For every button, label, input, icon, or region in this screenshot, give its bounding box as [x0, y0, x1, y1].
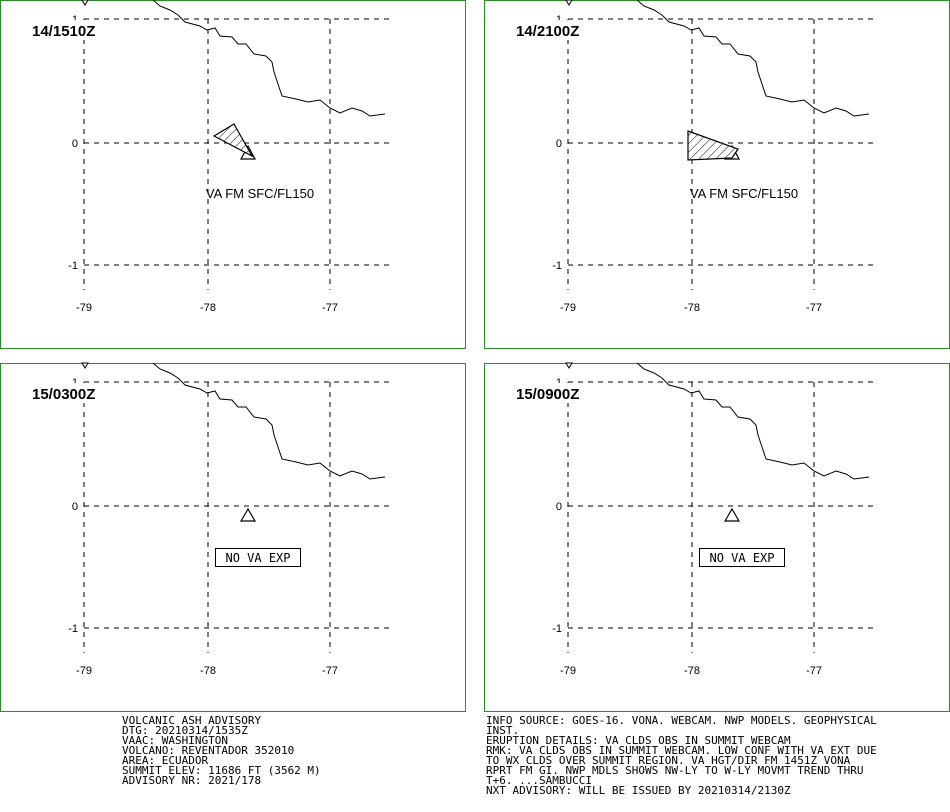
lon-tick-label: -78 [684, 302, 700, 314]
no-va-box [699, 548, 785, 567]
border-marker-icon [81, 0, 89, 6]
lon-tick-label: -79 [76, 665, 92, 677]
coastline [152, 362, 386, 480]
lon-tick-label: -78 [200, 302, 216, 314]
panel-frame [0, 363, 466, 712]
lon-tick-label: -78 [684, 665, 700, 677]
panel-title-background [28, 383, 110, 403]
ash-altitude-label: VA FM SFC/FL150 [206, 186, 314, 201]
advisory-remarks-text: INFO SOURCE: GOES-16. VONA. WEBCAM. NWP … [486, 714, 877, 797]
lon-tick-label: -79 [560, 665, 576, 677]
border-marker-icon [81, 362, 89, 369]
lat-tick-label: 0 [556, 501, 562, 513]
panel-title: 15/0300Z [32, 386, 95, 403]
no-va-label: NO VA EXP [709, 551, 774, 565]
lat-tick-label: 0 [556, 138, 562, 150]
volcano-icon [723, 507, 741, 522]
panel-title-background [512, 383, 594, 403]
no-va-box [215, 548, 301, 567]
volcano-icon [239, 507, 257, 522]
lat-tick-label: -1 [552, 623, 562, 635]
lat-tick-label: 0 [72, 138, 78, 150]
lon-tick-label: -77 [806, 302, 822, 314]
ash-cloud-area [212, 123, 254, 158]
ash-cloud-area [687, 130, 739, 161]
coastline [636, 362, 870, 480]
panel-title: 14/1510Z [32, 23, 95, 40]
lat-tick-label: 0 [72, 501, 78, 513]
lat-tick-label: -1 [68, 260, 78, 272]
panel-frame [484, 0, 950, 349]
lon-tick-label: -79 [560, 302, 576, 314]
advisory-header-text: VOLCANIC ASH ADVISORY DTG: 20210314/1535… [122, 714, 321, 787]
panel-frame [484, 363, 950, 712]
panel-title-background [512, 20, 594, 40]
lon-tick-label: -77 [322, 665, 338, 677]
border-marker-icon [565, 362, 573, 369]
ash-altitude-label: VA FM SFC/FL150 [690, 186, 798, 201]
coastline [636, 0, 870, 117]
lat-tick-label: -1 [68, 623, 78, 635]
panel-title: 15/0900Z [516, 386, 579, 403]
lon-tick-label: -77 [806, 665, 822, 677]
lon-tick-label: -78 [200, 665, 216, 677]
coastline [152, 0, 386, 117]
lon-tick-label: -77 [322, 302, 338, 314]
lon-tick-label: -79 [76, 302, 92, 314]
panel-frame [0, 0, 466, 349]
panel-title: 14/2100Z [516, 23, 579, 40]
border-marker-icon [565, 0, 573, 6]
no-va-label: NO VA EXP [225, 551, 290, 565]
panel-title-background [28, 20, 110, 40]
lat-tick-label: -1 [552, 260, 562, 272]
